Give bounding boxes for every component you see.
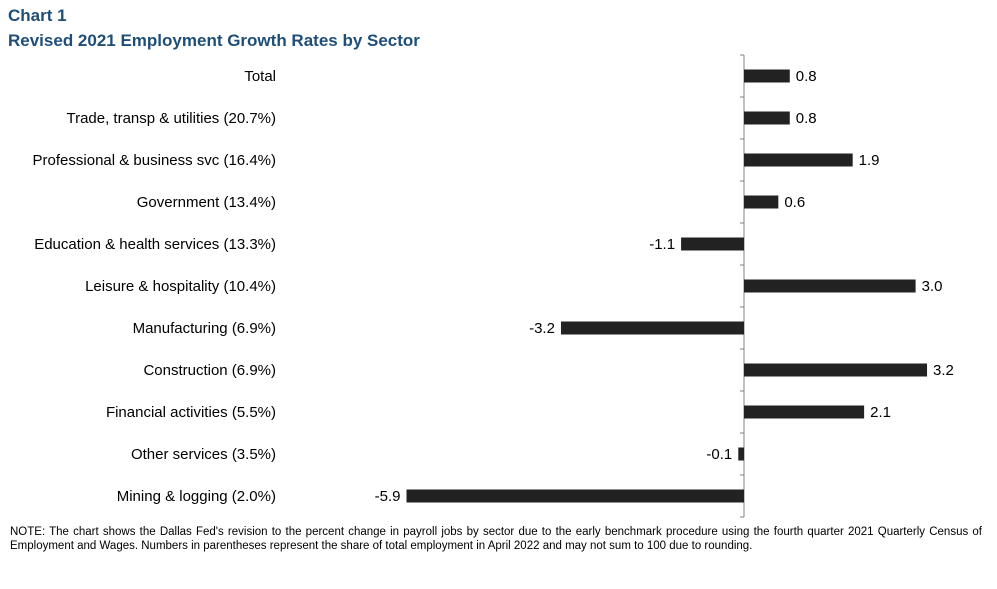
category-label: Mining & logging (2.0%) [117, 488, 276, 505]
data-label: 3.2 [933, 362, 954, 379]
data-label: -0.1 [706, 446, 732, 463]
chart-label: Chart 1 [8, 6, 67, 25]
category-label: Manufacturing (6.9%) [133, 320, 276, 337]
category-label: Government (13.4%) [137, 194, 276, 211]
bar [744, 153, 853, 167]
chart-note: NOTE: The chart shows the Dallas Fed's r… [10, 526, 982, 552]
data-label: 3.0 [922, 278, 943, 295]
bar [744, 69, 790, 83]
category-label: Total [244, 68, 276, 85]
category-label: Professional & business svc (16.4%) [33, 152, 276, 169]
bar-chart: Total 0.8 Trade, transp & utilities (20.7%… [33, 54, 954, 518]
data-label: -5.9 [375, 488, 401, 505]
data-label: -3.2 [529, 320, 555, 337]
category-label: Construction (6.9%) [143, 362, 276, 379]
category-label: Other services (3.5%) [131, 446, 276, 463]
bar [744, 405, 865, 419]
bar [744, 111, 790, 125]
chart-title: Revised 2021 Employment Growth Rates by … [8, 31, 420, 50]
data-label: 0.8 [796, 68, 817, 85]
bar [744, 195, 779, 209]
bar [744, 279, 916, 293]
data-label: 0.8 [796, 110, 817, 127]
category-label: Trade, transp & utilities (20.7%) [66, 110, 276, 127]
data-label: 2.1 [870, 404, 891, 421]
data-label: -1.1 [649, 236, 675, 253]
category-label: Education & health services (13.3%) [34, 236, 276, 253]
data-label: 1.9 [859, 152, 880, 169]
bar [744, 363, 928, 377]
bar [738, 447, 744, 461]
category-label: Financial activities (5.5%) [106, 404, 276, 421]
bar [681, 237, 744, 251]
bar [560, 321, 744, 335]
category-label: Leisure & hospitality (10.4%) [85, 278, 276, 295]
data-label: 0.6 [784, 194, 805, 211]
bar [406, 489, 744, 503]
